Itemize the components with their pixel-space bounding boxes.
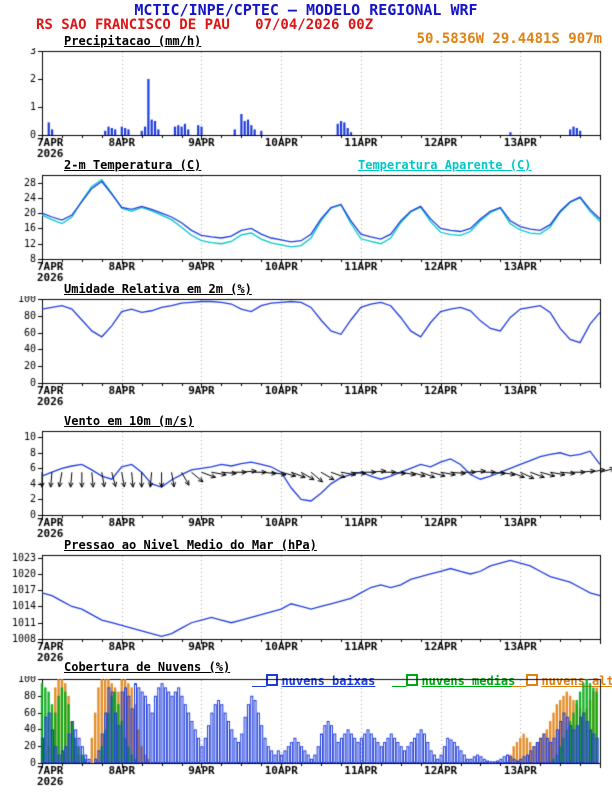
- page-title: MCTIC/INPE/CPTEC — MODELO REGIONAL WRF: [134, 1, 478, 19]
- humidity-chart-canvas: [0, 296, 612, 414]
- precipitation-panel-title: Precipitacao (mm/h): [64, 34, 202, 48]
- coordinates-label: 50.5836W 29.4481S 907m: [416, 31, 602, 47]
- precipitation-chart-canvas: [0, 48, 612, 166]
- wind-panel-title: Vento em 10m (m/s): [64, 414, 195, 428]
- station-run-label: RS SAO FRANCISCO DE PAU 07/04/2026 00Z: [36, 17, 374, 33]
- clouds-chart-canvas: [0, 676, 612, 794]
- temperature-chart-canvas: [0, 172, 612, 290]
- wind-chart-canvas: [0, 428, 612, 546]
- pressure-chart-canvas: [0, 552, 612, 670]
